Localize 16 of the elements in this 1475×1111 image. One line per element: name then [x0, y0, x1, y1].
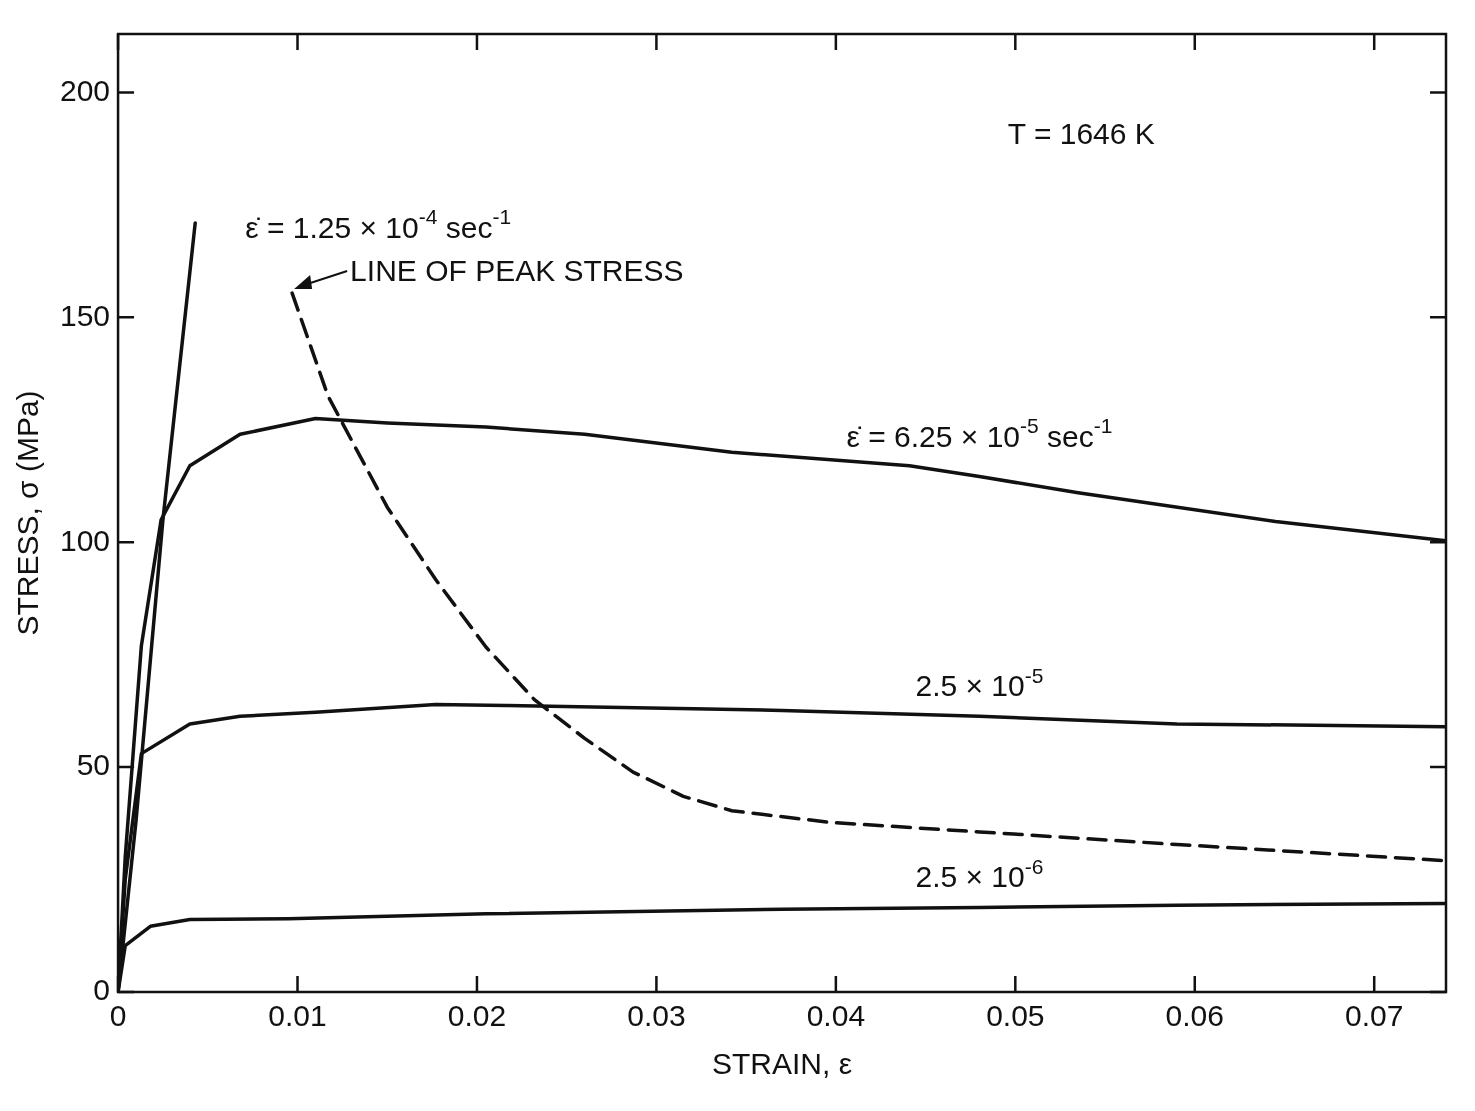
y-tick-label: 150 — [59, 298, 111, 332]
y-tick-label: 200 — [59, 73, 111, 107]
y-tick-label: 0 — [93, 973, 111, 1007]
x-tick-label: 0.07 — [1345, 999, 1404, 1033]
annotation: LINE OF PEAK STRESS — [350, 254, 684, 288]
annotation: T = 1646 K — [1007, 117, 1155, 150]
x-tick-label: 0.06 — [1165, 999, 1224, 1033]
x-tick-label: 0.04 — [806, 999, 866, 1033]
x-tick-label: 0.01 — [268, 999, 327, 1033]
y-tick-label: 100 — [59, 523, 111, 557]
x-tick-label: 0.02 — [447, 999, 507, 1033]
y-axis-title: STRESS, σ (MPa) — [11, 390, 45, 636]
x-tick-label: 0.03 — [627, 999, 686, 1033]
y-tick-label: 50 — [76, 748, 111, 782]
x-tick-label: 0.05 — [986, 999, 1045, 1033]
x-axis-title: STRAIN, ε — [712, 1047, 853, 1081]
